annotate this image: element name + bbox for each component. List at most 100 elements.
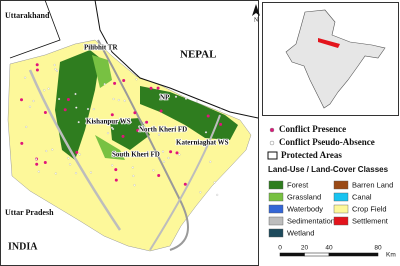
pa-label: North Kheri FD: [139, 126, 187, 134]
border: [94, 0, 259, 119]
border: [9, 0, 61, 59]
pseudo-absence-dot: [184, 97, 188, 100]
class-swatch: [268, 228, 284, 238]
grassland-patch: [92, 55, 112, 88]
pseudo-absence-dot: [106, 132, 110, 135]
presence-dot: [63, 108, 67, 112]
pseudo-absence-dot: [157, 133, 161, 136]
class-label: Forest: [287, 180, 309, 189]
class-label: Barren Land: [352, 180, 393, 189]
pseudo-absence-dot: [86, 107, 90, 111]
presence-dot: [114, 178, 118, 182]
pseudo-absence-dot: [216, 193, 219, 196]
pseudo-absence-dot: [142, 128, 145, 131]
region-label: NEPAL: [180, 49, 216, 61]
scale-segment: [328, 252, 379, 257]
class-label: Canal: [352, 192, 372, 201]
pa-label: NP: [160, 94, 170, 102]
main-map: Uttarakhand NEPAL Uttar Pradesh INDIA Pi…: [0, 0, 260, 266]
legend: Conflict Presence Conflict Pseudo-Absence…: [267, 124, 396, 259]
scale-unit: Km: [386, 252, 396, 259]
class-swatch: [333, 204, 349, 214]
north-arrow: [252, 4, 260, 16]
pseudo-absence-dot: [112, 127, 115, 131]
pseudo-absence-dot: [25, 125, 28, 128]
pseudo-absence-dot: [69, 163, 72, 166]
pseudo-absence-dot: [133, 184, 136, 187]
pseudo-absence-dot: [55, 69, 59, 72]
presence-dot: [183, 182, 187, 186]
class-swatch: [268, 216, 284, 226]
scale-segment: [304, 252, 330, 257]
presence-dot: [145, 120, 149, 124]
pa-label: Katerniaghat WS: [176, 139, 229, 147]
pseudo-absence-dot: [119, 118, 122, 122]
pseudo-absence-dot: [199, 191, 202, 194]
pseudo-absence-dot: [75, 106, 78, 109]
pseudo-absence-dot: [196, 100, 199, 103]
pseudo-absence-dot: [113, 153, 116, 156]
pseudo-absence-dot: [213, 181, 216, 184]
pseudo-absence-dot: [131, 166, 134, 169]
pseudo-absence-dot: [110, 126, 114, 129]
region-label: Uttarakhand: [5, 11, 50, 20]
forest-patch: [110, 118, 150, 150]
presence-dot: [219, 122, 223, 126]
pseudo-absence-dot: [89, 171, 92, 174]
legend-symbol: [267, 151, 278, 160]
river: [149, 114, 221, 251]
legend-symbol: [269, 140, 275, 146]
pseudo-absence-dot: [204, 131, 208, 134]
pseudo-absence-dot: [51, 148, 54, 151]
presence-dot: [110, 113, 114, 117]
pseudo-absence-dot: [112, 97, 115, 101]
pseudo-absence-dot: [92, 108, 95, 111]
pseudo-absence-dot: [74, 172, 78, 175]
presence-dot: [113, 81, 117, 85]
region-label: Uttar Pradesh: [5, 208, 54, 217]
pseudo-absence-dot: [53, 63, 56, 67]
presence-dot: [20, 98, 23, 102]
presence-dot: [35, 162, 39, 166]
legend-title: Land-Use / Land-Cover Classes: [268, 165, 389, 174]
presence-dot: [169, 150, 173, 154]
class-swatch: [268, 180, 284, 190]
presence-dot: [157, 174, 161, 177]
class-swatch: [268, 192, 284, 202]
class-swatch: [333, 180, 349, 190]
pseudo-absence-dot: [74, 92, 77, 96]
pseudo-absence-dot: [117, 99, 120, 102]
pseudo-absence-dot: [161, 150, 165, 153]
pseudo-absence-dot: [54, 172, 57, 175]
pseudo-absence-dot: [178, 153, 181, 156]
presence-dot: [156, 86, 160, 90]
pseudo-absence-dot: [35, 158, 38, 161]
pseudo-absence-dot: [67, 157, 70, 160]
presence-dot: [20, 141, 24, 145]
scale-label: 80: [374, 245, 382, 252]
scale-label: 20: [301, 245, 309, 252]
pa-label: Pilibhit TR: [84, 44, 118, 52]
scale-label: 0: [278, 245, 282, 252]
pseudo-absence-dot: [47, 87, 50, 90]
pseudo-absence-dot: [174, 95, 178, 98]
pseudo-absence-dot: [58, 97, 61, 101]
pseudo-absence-dot: [111, 164, 114, 167]
pseudo-absence-dot: [24, 76, 27, 79]
presence-dot: [114, 168, 118, 172]
pseudo-absence-dot: [129, 121, 132, 124]
pseudo-absence-dot: [135, 78, 138, 81]
presence-dot: [122, 79, 126, 82]
class-swatch: [333, 192, 349, 202]
conflict-dots: [20, 63, 223, 196]
class-label: Settlement: [352, 216, 389, 225]
class-label: Sedimentation: [287, 216, 335, 225]
presence-dot: [43, 161, 47, 164]
scale-segment: [279, 252, 305, 257]
pseudo-absence-dot: [141, 125, 145, 128]
scale-label: 40: [325, 245, 333, 252]
pseudo-absence-dot: [77, 121, 80, 124]
pa-label: South Kheri FD: [112, 151, 160, 159]
presence-dot: [133, 111, 137, 115]
